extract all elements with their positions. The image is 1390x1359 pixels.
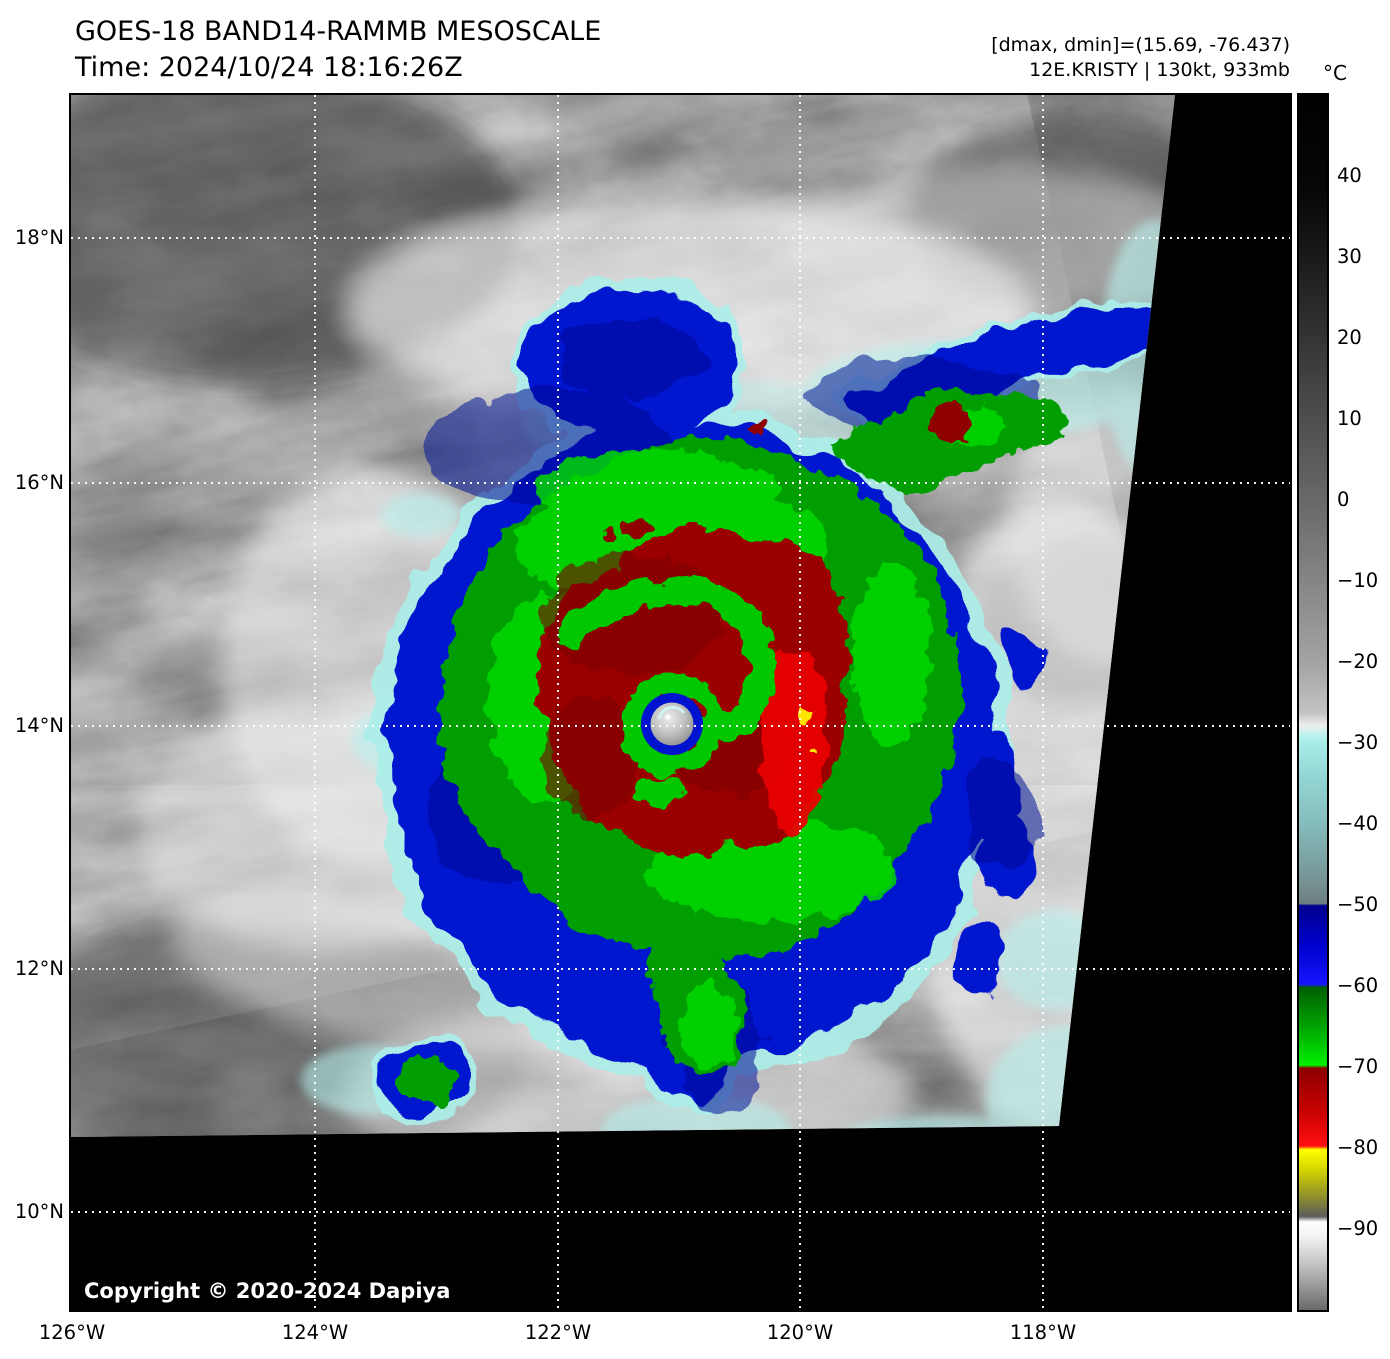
lon-label-118w: 118°W <box>1009 1321 1077 1344</box>
green-spiral-hook <box>558 577 775 739</box>
yellow-fleck <box>803 749 812 755</box>
colorbar-tick: −50 <box>1337 893 1379 916</box>
colorbar-tick: −20 <box>1337 650 1379 673</box>
dmax-dmin-annotation: [dmax, dmin]=(15.69, -76.437) <box>991 34 1290 56</box>
eye-disk <box>650 702 694 746</box>
lon-label-122w: 122°W <box>524 1321 592 1344</box>
colorbar-tick: −60 <box>1337 974 1379 997</box>
graticule-gridlines <box>71 95 1290 1310</box>
page-title: GOES-18 BAND14-RAMMB MESOSCALE <box>75 16 602 47</box>
temperature-colorbar <box>1297 93 1329 1312</box>
red-spot-northeast <box>926 403 976 443</box>
colorbar-tick: −70 <box>1337 1055 1379 1078</box>
lon-label-120w: 120°W <box>766 1321 834 1344</box>
map-frame <box>69 93 1292 1312</box>
title-block: GOES-18 BAND14-RAMMB MESOSCALE Time: 202… <box>75 14 601 85</box>
eyewall-green-collar <box>621 673 723 775</box>
hurricane-core <box>396 389 1065 1104</box>
colorbar-tick: −80 <box>1337 1136 1379 1159</box>
colorbar-tick: −90 <box>1337 1217 1379 1240</box>
colorbar-unit-label: °C <box>1323 61 1347 85</box>
storm-annotation: 12E.KRISTY | 130kt, 933mb <box>1029 59 1290 82</box>
copyright-watermark: Copyright © 2020-2024 Dapiya <box>84 1279 451 1303</box>
timestamp: Time: 2024/10/24 18:16:26Z <box>75 51 463 83</box>
colorbar-tick: −10 <box>1337 569 1379 592</box>
lat-label-16n: 16°N <box>14 471 64 494</box>
colorbar-tick: 20 <box>1337 326 1362 349</box>
lat-label-12n: 12°N <box>14 957 64 980</box>
hurricane-eye <box>641 693 703 755</box>
colorbar-tick: −30 <box>1337 731 1379 754</box>
colorbar-tick: 10 <box>1337 407 1362 430</box>
colorbar-tick: 30 <box>1337 245 1362 268</box>
lat-label-10n: 10°N <box>14 1200 64 1223</box>
lat-label-18n: 18°N <box>14 226 64 249</box>
annotation-block: [dmax, dmin]=(15.69, -76.437) 12E.KRISTY… <box>991 33 1290 84</box>
lon-label-126w: 126°W <box>38 1321 106 1344</box>
colorbar-tick: 0 <box>1337 488 1350 511</box>
lon-label-124w: 124°W <box>281 1321 349 1344</box>
lat-label-14n: 14°N <box>14 714 64 737</box>
satellite-scene <box>71 95 1290 1310</box>
colorbar-tick: −40 <box>1337 812 1379 835</box>
data-sector <box>71 95 1175 1137</box>
colorbar-tick: 40 <box>1337 164 1362 187</box>
bright-red-lobe <box>762 649 827 831</box>
